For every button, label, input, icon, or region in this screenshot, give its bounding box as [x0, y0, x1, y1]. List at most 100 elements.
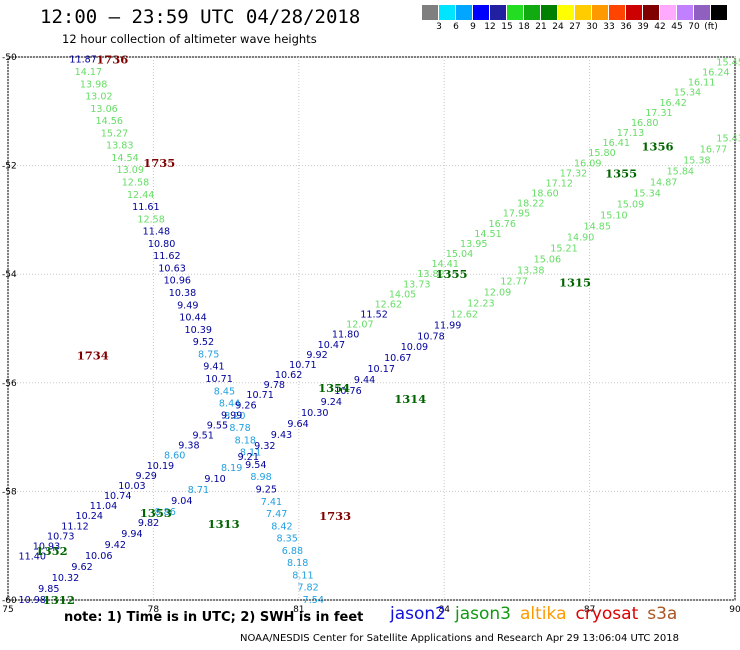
- swh-value: 12.62: [451, 309, 478, 320]
- swh-value: 8.78: [229, 423, 250, 434]
- color-swatch: [558, 5, 575, 20]
- color-scale-label: 21: [535, 22, 547, 32]
- swh-value: 10.96: [164, 276, 191, 287]
- swh-value: 16.24: [702, 68, 729, 79]
- color-scale-label: 27: [569, 22, 581, 32]
- swh-value: 10.98: [18, 595, 45, 606]
- swh-value: 10.73: [47, 531, 74, 542]
- pass-number-label: 1313: [208, 517, 240, 531]
- swh-value: 8.18: [287, 558, 308, 569]
- swh-value: 7.54: [303, 595, 324, 606]
- swh-value: 10.74: [104, 491, 131, 502]
- color-swatch: [609, 5, 626, 20]
- swh-value: 11.99: [434, 320, 461, 331]
- swh-value: 9.62: [71, 562, 92, 573]
- color-swatch: [507, 5, 524, 20]
- pass-number-label: 1734: [77, 349, 109, 363]
- swh-value: 14.41: [432, 259, 459, 270]
- swh-value: 16.77: [700, 144, 727, 155]
- color-swatch: [456, 5, 473, 20]
- pass-number-label: 1735: [143, 156, 175, 170]
- credit-footer: NOAA/NESDIS Center for Satellite Applica…: [240, 633, 679, 644]
- swh-value: 10.62: [275, 370, 302, 381]
- swh-value: 11.48: [143, 227, 170, 238]
- swh-value: 15.38: [683, 155, 710, 166]
- swh-value: 10.19: [147, 461, 174, 472]
- swh-value: 10.47: [318, 340, 345, 351]
- swh-value: 18.22: [517, 199, 544, 210]
- swh-value: 8.11: [292, 570, 313, 581]
- swh-value: 9.49: [177, 300, 198, 311]
- color-swatch: [473, 5, 490, 20]
- color-scale-swatches: [422, 5, 740, 20]
- swh-value: 13.06: [90, 104, 117, 115]
- color-scale-label: 6: [453, 22, 459, 32]
- swh-value: 12.07: [346, 320, 373, 331]
- swh-value: 7.41: [261, 497, 282, 508]
- swh-value: 14.05: [389, 289, 416, 300]
- color-scale-label: 39: [637, 22, 649, 32]
- swh-value: 14.85: [583, 221, 610, 232]
- swh-value: 15.45: [716, 57, 740, 68]
- color-swatch: [439, 5, 456, 20]
- swh-value: 9.21: [238, 452, 259, 463]
- swh-value: 8.45: [214, 386, 235, 397]
- swh-value: 14.90: [567, 232, 594, 243]
- color-swatch: [422, 5, 439, 20]
- swh-value: 9.26: [235, 400, 256, 411]
- swh-value: 13.38: [517, 265, 544, 276]
- pass-number-label: 1736: [96, 53, 128, 67]
- lat-tick-label: -52: [2, 162, 17, 172]
- color-swatch: [541, 5, 558, 20]
- lat-tick-label: -60: [2, 596, 17, 606]
- color-swatch: [490, 5, 507, 20]
- swh-value: 9.52: [193, 337, 214, 348]
- pass-number-label: 1312: [43, 593, 75, 607]
- pass-number-label: 1353: [140, 506, 172, 520]
- swh-value: 8.60: [164, 451, 185, 462]
- color-swatch: [711, 5, 728, 20]
- swh-value: 15.27: [101, 128, 128, 139]
- swh-value: 11.62: [153, 251, 180, 262]
- lat-tick-label: -54: [2, 270, 17, 280]
- swh-value: 8.19: [221, 463, 242, 474]
- swh-value: 13.95: [460, 239, 487, 250]
- swh-value: 11.12: [61, 521, 88, 532]
- pass-number-label: 1355: [435, 267, 467, 281]
- color-scale-label: 70: [688, 22, 700, 32]
- swh-value: 16.42: [659, 98, 686, 109]
- swh-value: 14.54: [111, 153, 138, 164]
- swh-value: 12.23: [467, 298, 494, 309]
- swh-value: 15.04: [446, 249, 473, 260]
- color-scale-legend: 3 6 9 12 15 18 21 24 27 30 33 36 39 42 45 70 (ft): [422, 5, 740, 33]
- swh-value: 17.31: [645, 108, 672, 119]
- page-subtitle: 12 hour collection of altimeter wave hei…: [62, 32, 317, 46]
- swh-value: 13.09: [116, 165, 143, 176]
- color-scale-label: 3: [436, 22, 442, 32]
- swh-value: 12.09: [484, 287, 511, 298]
- swh-value: 15.84: [667, 166, 694, 177]
- swh-value: 10.03: [118, 481, 145, 492]
- swh-value: 9.64: [287, 419, 308, 430]
- page-title: 12:00 — 23:59 UTC 04/28/2018: [40, 6, 361, 28]
- swh-value: 10.06: [85, 551, 112, 562]
- color-scale-label: 33: [603, 22, 615, 32]
- swh-value: 15.34: [633, 188, 660, 199]
- swh-value: 9.92: [306, 350, 327, 361]
- swh-value: 15.43: [716, 133, 740, 144]
- swh-value: 9.25: [256, 484, 277, 495]
- color-scale-label: 30: [586, 22, 598, 32]
- swh-value: 9.10: [204, 474, 225, 485]
- swh-value: 10.09: [401, 342, 428, 353]
- lat-tick-label: -50: [2, 53, 17, 63]
- pass-number-label: 1315: [559, 275, 591, 289]
- swh-value: 10.93: [33, 541, 60, 552]
- swh-value: 9.04: [171, 496, 192, 507]
- swh-value: 9.29: [135, 471, 156, 482]
- lon-tick-label: 84: [438, 605, 450, 615]
- swh-value: 12.44: [127, 190, 154, 201]
- pass-number-label: 1355: [605, 167, 637, 181]
- satellite-name: s3a: [647, 604, 678, 624]
